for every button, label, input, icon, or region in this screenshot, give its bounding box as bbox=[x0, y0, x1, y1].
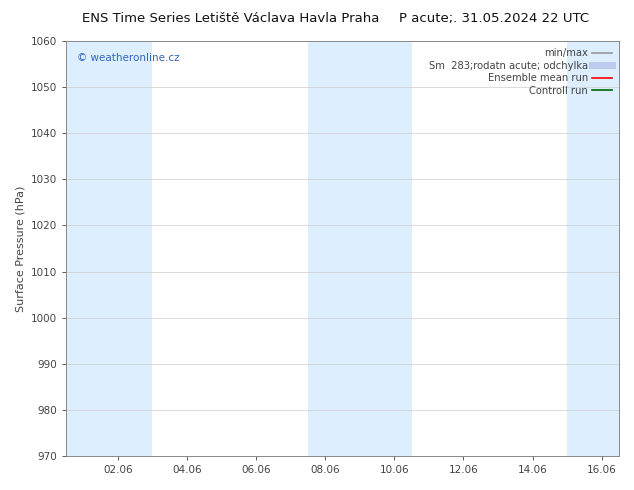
Text: P acute;. 31.05.2024 22 UTC: P acute;. 31.05.2024 22 UTC bbox=[399, 12, 590, 25]
Bar bbox=[567, 41, 619, 456]
Text: © weatheronline.cz: © weatheronline.cz bbox=[77, 53, 179, 64]
Legend: min/max, Sm  283;rodatn acute; odchylka, Ensemble mean run, Controll run: min/max, Sm 283;rodatn acute; odchylka, … bbox=[427, 46, 614, 98]
Bar bbox=[66, 41, 152, 456]
Y-axis label: Surface Pressure (hPa): Surface Pressure (hPa) bbox=[15, 185, 25, 312]
Text: ENS Time Series Letiště Václava Havla Praha: ENS Time Series Letiště Václava Havla Pr… bbox=[82, 12, 380, 25]
Bar bbox=[308, 41, 411, 456]
